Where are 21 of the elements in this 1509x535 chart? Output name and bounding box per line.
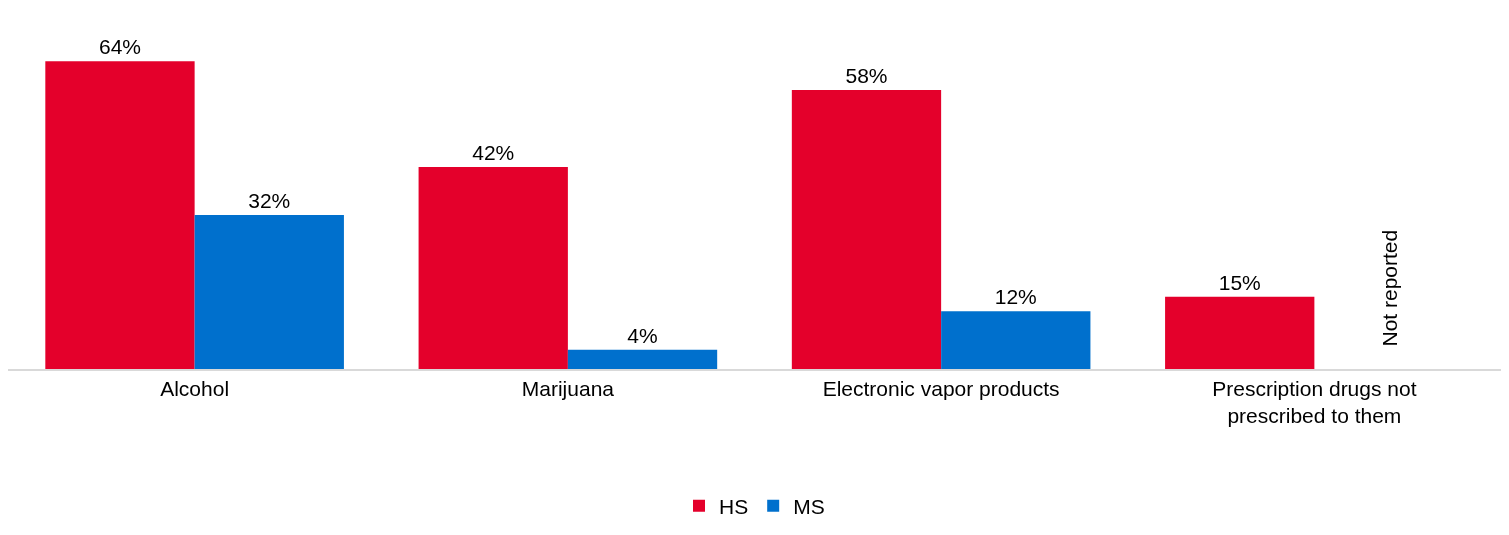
bar [45, 61, 195, 369]
legend-label: HS [719, 494, 749, 518]
data-label: 64% [98, 35, 141, 59]
bar [194, 215, 344, 369]
data-label: 4% [627, 323, 658, 347]
data-label: 15% [1218, 270, 1261, 294]
x-tick-label: Alcohol [160, 376, 230, 400]
data-label: 32% [248, 189, 291, 213]
legend-label: MS [793, 494, 825, 518]
bar [567, 349, 718, 369]
x-tick-label: Electronic vapor products [822, 376, 1060, 400]
bar [1165, 296, 1315, 369]
data-label: 42% [472, 141, 515, 165]
annotation: Not reported [1377, 229, 1401, 347]
data-label: 58% [845, 64, 888, 88]
x-tick-label: Marijuana [521, 376, 615, 400]
bar [791, 90, 942, 369]
data-label: 12% [994, 285, 1037, 309]
bar [418, 167, 568, 369]
bar [941, 311, 1091, 369]
x-tick-label: Prescription drugs not prescribed to them [1212, 376, 1417, 428]
